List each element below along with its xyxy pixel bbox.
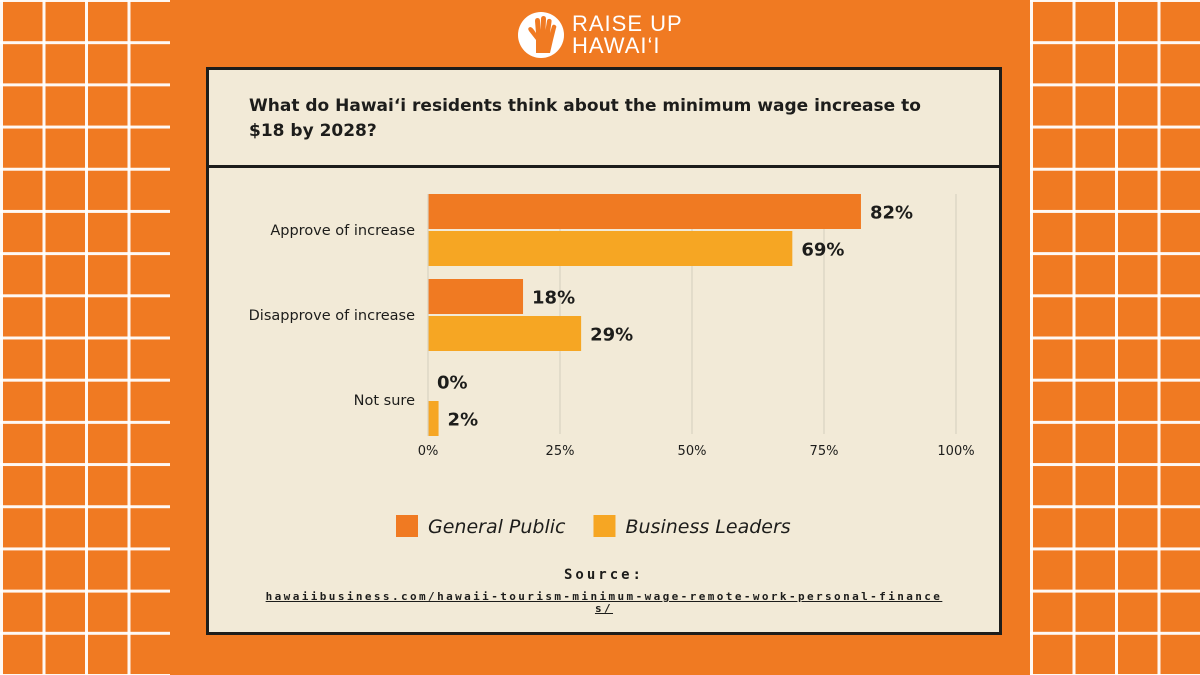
x-tick-label: 100%: [937, 444, 974, 459]
x-tick-label: 0%: [418, 444, 439, 459]
bar-business-leaders: [428, 231, 793, 266]
source-link[interactable]: hawaiibusiness.com/hawaii-tourism-minimu…: [265, 590, 943, 615]
category-label: Disapprove of increase: [249, 308, 415, 324]
x-tick-label: 75%: [810, 444, 839, 459]
brand-line-2: HAWAI‘I: [572, 33, 661, 58]
right-grid-pattern: [1030, 0, 1200, 675]
x-tick-label: 50%: [678, 444, 707, 459]
legend-label-0: General Public: [428, 516, 566, 538]
x-tick-label: 25%: [546, 444, 575, 459]
bar-business-leaders: [428, 401, 439, 436]
brand-logo: RAISE UP HAWAI‘I: [518, 8, 688, 62]
legend-label-1: Business Leaders: [625, 516, 790, 538]
source-label: Source:: [563, 567, 644, 583]
data-label: 0%: [437, 373, 468, 394]
brand-line-1: RAISE UP: [572, 11, 683, 36]
bar-general-public: [428, 279, 524, 314]
data-label: 2%: [448, 410, 479, 431]
legend-swatch-0: [396, 515, 418, 537]
left-grid-pattern: [0, 0, 170, 675]
data-label: 82%: [870, 203, 913, 224]
category-label: Approve of increase: [270, 223, 415, 239]
raised-hand-icon: [518, 12, 564, 58]
bar-business-leaders: [428, 316, 582, 351]
category-label: Not sure: [354, 393, 415, 409]
data-label: 18%: [532, 288, 575, 309]
data-label: 69%: [801, 240, 844, 261]
bar-general-public: [428, 194, 861, 229]
bar-chart: 0% 25% 50% 75% 100% Approve of increase 82% 69%…: [249, 194, 975, 538]
chart-title: What do Hawai‘i residents think about th…: [249, 96, 921, 141]
card-header: What do Hawai‘i residents think about th…: [209, 70, 999, 168]
chart-card: What do Hawai‘i residents think about th…: [206, 67, 1002, 635]
legend-swatch-1: [593, 515, 616, 537]
data-label: 29%: [590, 325, 633, 346]
